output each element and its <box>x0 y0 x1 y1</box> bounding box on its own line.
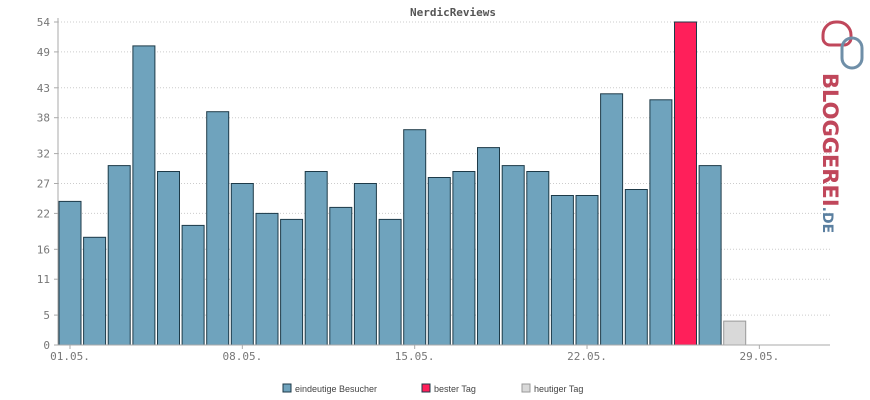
bar-series <box>58 21 747 346</box>
y-tick-label: 38 <box>37 112 50 125</box>
logo-wordmark-suffix: .DE <box>819 207 835 234</box>
logo-wordmark-main: BLOGGEREI <box>818 73 842 207</box>
y-tick-label: 16 <box>37 243 50 256</box>
bloggerei-logo: BLOGGEREI.DE <box>818 20 864 233</box>
x-tick-label: 01.05. <box>50 350 90 363</box>
y-tick-label: 0 <box>43 339 50 352</box>
bar-12.05. <box>329 206 353 346</box>
bar-15.05. <box>403 129 427 346</box>
bar-14.05. <box>378 218 402 346</box>
y-tick-label: 32 <box>37 148 50 161</box>
logo-wordmark: BLOGGEREI.DE <box>818 73 842 233</box>
bar-01.05. <box>58 200 82 346</box>
legend-label: eindeutige Besucher <box>295 384 377 394</box>
bar-08.05. <box>230 183 254 346</box>
bar-28.05. <box>723 320 747 346</box>
logo-shape-red <box>821 20 853 47</box>
y-tick-label: 11 <box>37 273 50 286</box>
legend-label: heutiger Tag <box>534 384 583 394</box>
x-tick-label: 08.05. <box>222 350 262 363</box>
chart-title: NerdicReviews <box>410 6 496 19</box>
logo-shape-blue <box>840 36 864 70</box>
x-axis-ticks: 01.05. 08.05. 15.05. 22.05. 29.05. <box>50 345 779 363</box>
y-tick-label: 43 <box>37 82 50 95</box>
bar-17.05. <box>452 171 476 346</box>
x-tick-label: 22.05. <box>567 350 607 363</box>
legend: eindeutige Besucher bester Tag heutiger Ta… <box>282 383 583 394</box>
bar-23.05. <box>600 93 624 346</box>
bar-16.05. <box>427 177 451 346</box>
logo-icon <box>821 20 864 70</box>
legend-swatch <box>421 383 431 393</box>
bar-02.05. <box>83 236 107 346</box>
bar-11.05. <box>304 171 328 346</box>
y-tick-label: 27 <box>37 178 50 191</box>
axes <box>57 18 830 346</box>
bar-13.05. <box>353 183 377 346</box>
legend-label: bester Tag <box>434 384 476 394</box>
bar-24.05. <box>624 189 648 346</box>
bar-22.05. <box>575 195 599 346</box>
x-tick-label: 15.05. <box>395 350 435 363</box>
bar-06.05. <box>181 224 205 346</box>
bar-03.05. <box>107 165 131 346</box>
bar-05.05. <box>157 171 180 346</box>
bar-21.05. <box>550 195 574 346</box>
y-tick-label: 5 <box>43 309 50 322</box>
bar-07.05. <box>206 111 230 346</box>
y-tick-label: 22 <box>37 207 50 220</box>
bar-04.05. <box>132 45 156 346</box>
legend-swatch <box>521 383 531 393</box>
y-tick-label: 54 <box>37 16 51 29</box>
legend-swatch <box>282 383 292 393</box>
bar-27.05. <box>698 165 722 346</box>
y-axis-ticks: 0 5 11 16 22 27 32 38 43 49 54 <box>37 16 58 352</box>
bar-19.05. <box>501 165 525 346</box>
y-tick-label: 49 <box>37 46 50 59</box>
bar-18.05. <box>477 147 500 346</box>
bar-20.05. <box>526 171 550 346</box>
bar-10.05. <box>280 218 304 346</box>
bar-26.05. <box>674 21 697 346</box>
x-tick-label: 29.05. <box>739 350 779 363</box>
bar-25.05. <box>649 99 673 346</box>
bar-09.05. <box>255 212 279 346</box>
